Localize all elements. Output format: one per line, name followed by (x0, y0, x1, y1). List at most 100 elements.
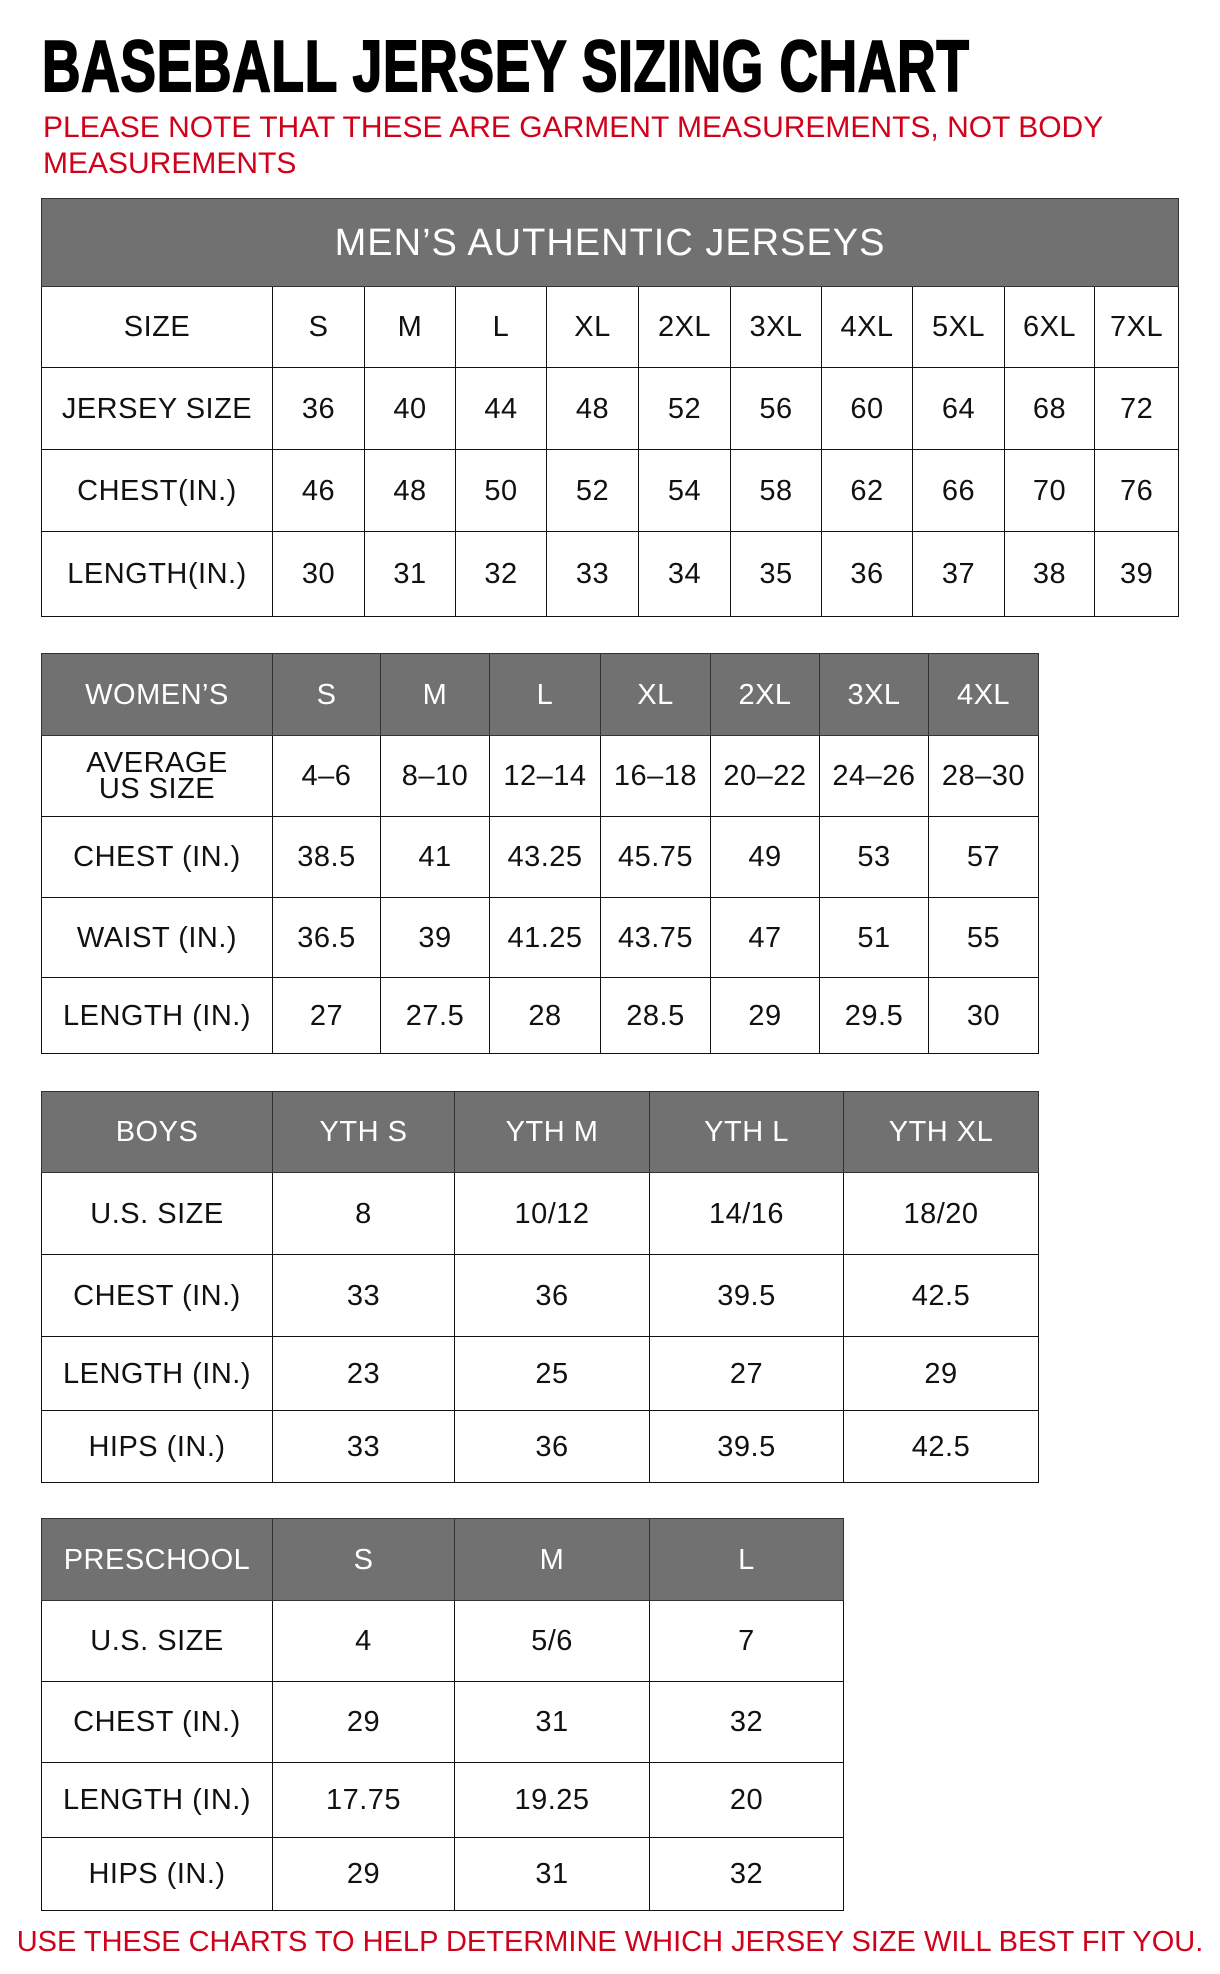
size-column-header: S (272, 286, 365, 368)
size-column-header: L (489, 653, 601, 736)
measurement-cell: 41.25 (489, 897, 601, 978)
row-label-header: PRESCHOOL (41, 1518, 273, 1601)
measurement-cell: 48 (364, 449, 456, 532)
size-column-header: 7XL (1093, 286, 1180, 368)
measurement-cell: 49 (710, 816, 820, 898)
measurement-cell: 31 (454, 1837, 650, 1911)
size-column-header: S (272, 1518, 455, 1601)
size-column-header: M (454, 1518, 650, 1601)
table-row: LENGTH (IN.) 23 25 27 29 (41, 1336, 1039, 1411)
measurement-cell: 64 (912, 367, 1005, 450)
row-label: CHEST (IN.) (41, 1254, 273, 1337)
table-header-row: BOYS YTH S YTH M YTH L YTH XL (41, 1091, 1039, 1173)
measurement-cell: 60 (821, 367, 913, 450)
measurement-cell: 18/20 (843, 1172, 1039, 1255)
measurement-cell: 20–22 (710, 735, 820, 817)
table-header-row: WOMEN’S S M L XL 2XL 3XL 4XL (41, 653, 1039, 736)
measurement-cell: 43.75 (600, 897, 711, 978)
measurement-cell: 46 (272, 449, 365, 532)
table-row: LENGTH(IN.) 30 31 32 33 34 35 36 37 38 39 (41, 531, 1180, 617)
row-label: AVERAGE US SIZE (41, 735, 273, 817)
measurement-cell: 35 (730, 531, 822, 617)
measurement-cell: 30 (272, 531, 365, 617)
measurement-cell: 28 (489, 977, 601, 1054)
preschool-size-table: PRESCHOOL S M L U.S. SIZE 4 5/6 7 CHEST (IN.) 29 3… (41, 1518, 844, 1911)
row-label-header: WOMEN’S (41, 653, 273, 736)
row-label: HIPS (IN.) (41, 1410, 273, 1483)
measurement-cell: 31 (364, 531, 456, 617)
measurement-cell: 29 (272, 1681, 455, 1763)
table-row: WAIST (IN.) 36.5 39 41.25 43.75 47 51 55 (41, 897, 1039, 978)
measurement-cell: 40 (364, 367, 456, 450)
measurement-cell: 24–26 (819, 735, 929, 817)
table-row: HIPS (IN.) 33 36 39.5 42.5 (41, 1410, 1039, 1483)
garment-measurement-note: PLEASE NOTE THAT THESE ARE GARMENT MEASU… (43, 111, 1103, 180)
size-column-header: M (380, 653, 490, 736)
measurement-cell: 8–10 (380, 735, 490, 817)
measurement-cell: 32 (455, 531, 547, 617)
table-row: CHEST (IN.) 38.5 41 43.25 45.75 49 53 57 (41, 816, 1039, 898)
measurement-cell: 29 (710, 977, 820, 1054)
table-row: CHEST (IN.) 33 36 39.5 42.5 (41, 1254, 1039, 1337)
measurement-cell: 42.5 (843, 1254, 1039, 1337)
measurement-cell: 43.25 (489, 816, 601, 898)
table-row: LENGTH (IN.) 27 27.5 28 28.5 29 29.5 30 (41, 977, 1039, 1054)
row-label-header: BOYS (41, 1091, 273, 1173)
page-title: BASEBALL JERSEY SIZING CHART (41, 26, 970, 108)
size-column-header: 3XL (819, 653, 929, 736)
measurement-cell: 47 (710, 897, 820, 978)
measurement-cell: 54 (638, 449, 731, 532)
measurement-cell: 44 (455, 367, 547, 450)
measurement-cell: 33 (546, 531, 639, 617)
size-column-header: M (364, 286, 456, 368)
measurement-cell: 38.5 (272, 816, 381, 898)
measurement-cell: 32 (649, 1837, 844, 1911)
measurement-cell: 76 (1093, 449, 1180, 532)
measurement-cell: 45.75 (600, 816, 711, 898)
table-header-row: PRESCHOOL S M L (41, 1518, 844, 1601)
row-label: CHEST(IN.) (41, 449, 273, 532)
table-row: U.S. SIZE 4 5/6 7 (41, 1600, 844, 1682)
row-label: JERSEY SIZE (41, 367, 273, 450)
row-label: LENGTH (IN.) (41, 1762, 273, 1838)
measurement-cell: 33 (272, 1410, 455, 1483)
measurement-cell: 48 (546, 367, 639, 450)
measurement-cell: 16–18 (600, 735, 711, 817)
measurement-cell: 7 (649, 1600, 844, 1682)
size-column-header: XL (600, 653, 711, 736)
table-row: CHEST (IN.) 29 31 32 (41, 1681, 844, 1763)
measurement-cell: 39.5 (649, 1410, 844, 1483)
table-banner: MEN’S AUTHENTIC JERSEYS (40, 198, 1180, 287)
size-column-header: 3XL (730, 286, 822, 368)
measurement-cell: 36.5 (272, 897, 381, 978)
measurement-cell: 39 (1093, 531, 1180, 617)
row-label: CHEST (IN.) (41, 816, 273, 898)
measurement-cell: 42.5 (843, 1410, 1039, 1483)
measurement-cell: 27 (649, 1336, 844, 1411)
measurement-cell: 41 (380, 816, 490, 898)
measurement-cell: 32 (649, 1681, 844, 1763)
table-row: JERSEY SIZE 36 40 44 48 52 56 60 64 68 72 (41, 367, 1180, 450)
measurement-cell: 19.25 (454, 1762, 650, 1838)
table-row: LENGTH (IN.) 17.75 19.25 20 (41, 1762, 844, 1838)
measurement-cell: 8 (272, 1172, 455, 1255)
measurement-cell: 51 (819, 897, 929, 978)
measurement-cell: 29 (272, 1837, 455, 1911)
size-column-header: S (272, 653, 381, 736)
measurement-cell: 52 (546, 449, 639, 532)
size-column-header: L (455, 286, 547, 368)
measurement-cell: 25 (454, 1336, 650, 1411)
measurement-cell: 62 (821, 449, 913, 532)
row-label: LENGTH (IN.) (41, 1336, 273, 1411)
measurement-cell: 39 (380, 897, 490, 978)
measurement-cell: 37 (912, 531, 1005, 617)
measurement-cell: 52 (638, 367, 731, 450)
row-label: U.S. SIZE (41, 1172, 273, 1255)
measurement-cell: 31 (454, 1681, 650, 1763)
table-row: CHEST(IN.) 46 48 50 52 54 58 62 66 70 76 (41, 449, 1180, 532)
measurement-cell: 30 (928, 977, 1039, 1054)
row-label: CHEST (IN.) (41, 1681, 273, 1763)
row-label: LENGTH (IN.) (41, 977, 273, 1054)
row-label: HIPS (IN.) (41, 1837, 273, 1911)
row-label: WAIST (IN.) (41, 897, 273, 978)
